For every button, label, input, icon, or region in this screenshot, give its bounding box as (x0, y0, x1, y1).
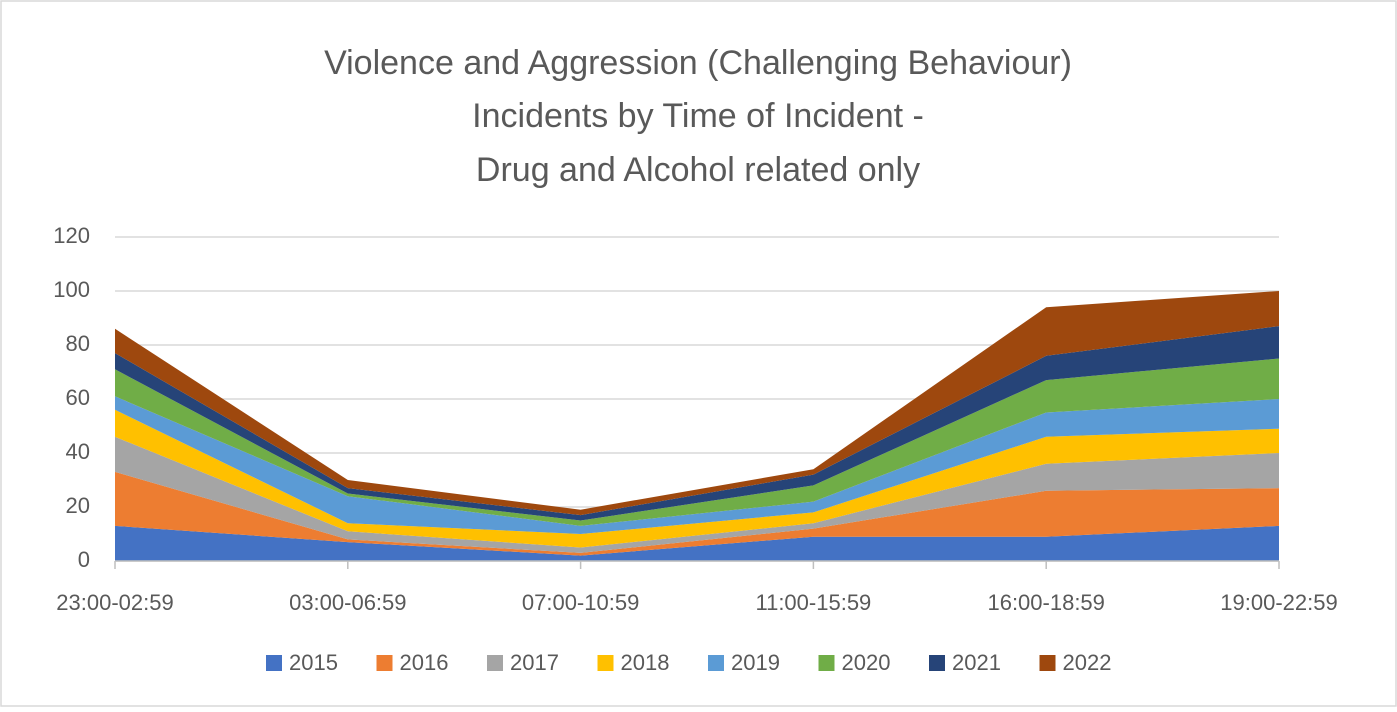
legend-swatch (597, 655, 614, 671)
y-tick-label: 120 (53, 223, 90, 248)
legend-label: 2017 (510, 650, 559, 675)
legend-swatch (376, 655, 393, 671)
area (115, 326, 1279, 521)
x-tick-label: 16:00-18:59 (987, 590, 1104, 615)
x-tick-label: 03:00-06:59 (289, 590, 406, 615)
y-tick-label: 100 (53, 277, 90, 302)
legend-swatch (266, 655, 282, 671)
x-tick-label: 11:00-15:59 (755, 590, 871, 615)
area (115, 291, 1279, 516)
legend-swatch (1039, 655, 1056, 671)
legend-label: 2018 (621, 650, 670, 675)
y-tick-label: 0 (78, 547, 90, 572)
chart-title: Violence and Aggression (Challenging Beh… (324, 44, 1072, 82)
y-tick-label: 80 (66, 331, 90, 356)
area (115, 471, 1279, 556)
x-tick-label: 07:00-10:59 (522, 590, 639, 615)
area (115, 525, 1279, 561)
legend-swatch (487, 655, 503, 671)
legend-swatch (929, 655, 945, 671)
area (115, 396, 1279, 534)
legend-label: 2016 (400, 650, 449, 675)
x-tick-label: 19:00-22:59 (1220, 590, 1337, 615)
chart-title: Drug and Alcohol related only (476, 151, 920, 189)
legend-swatch (818, 655, 835, 671)
x-tick-label: 23:00-02:59 (56, 590, 173, 615)
legend-label: 2021 (952, 650, 1001, 675)
legend-label: 2015 (289, 650, 338, 675)
y-tick-label: 20 (66, 493, 90, 518)
legend-swatch (708, 655, 724, 671)
legend-label: 2020 (842, 650, 891, 675)
chart-title: Incidents by Time of Incident - (472, 97, 924, 135)
legend-label: 2019 (731, 650, 780, 675)
y-tick-label: 60 (66, 385, 90, 410)
area (115, 358, 1279, 526)
legend-label: 2022 (1063, 650, 1112, 675)
y-tick-label: 40 (66, 439, 90, 464)
